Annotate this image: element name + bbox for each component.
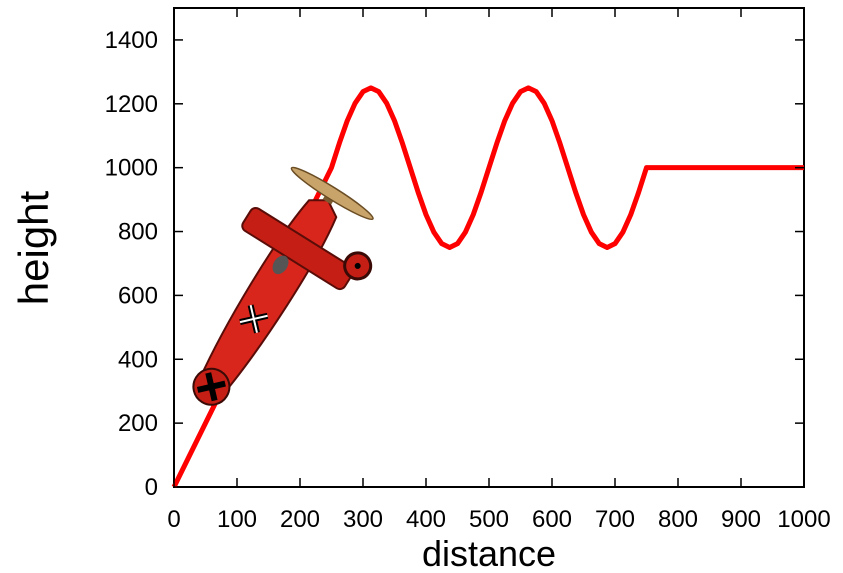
plane-illustration	[192, 166, 374, 406]
x-tick-label: 700	[595, 506, 635, 533]
x-tick-label: 600	[532, 506, 572, 533]
y-tick-label: 600	[118, 282, 158, 309]
y-tick-label: 1000	[105, 155, 158, 182]
x-tick-label: 200	[280, 506, 320, 533]
y-axis-label: height	[10, 190, 57, 305]
x-axis-label: distance	[422, 533, 556, 573]
x-tick-label: 1000	[777, 506, 830, 533]
y-tick-label: 400	[118, 346, 158, 373]
plot-frame	[173, 7, 805, 488]
y-tick-label: 200	[118, 410, 158, 437]
y-tick-label: 0	[145, 474, 158, 501]
x-tick-label: 400	[406, 506, 446, 533]
y-tick-label: 1200	[105, 91, 158, 118]
x-tick-label: 300	[343, 506, 383, 533]
y-tick-label: 1400	[105, 27, 158, 54]
x-tick-label: 800	[658, 506, 698, 533]
x-tick-label: 900	[721, 506, 761, 533]
x-tick-label: 100	[217, 506, 257, 533]
data-line	[171, 85, 804, 489]
x-tick-label: 0	[167, 506, 180, 533]
x-tick-label: 500	[469, 506, 509, 533]
y-tick-label: 800	[118, 219, 158, 246]
